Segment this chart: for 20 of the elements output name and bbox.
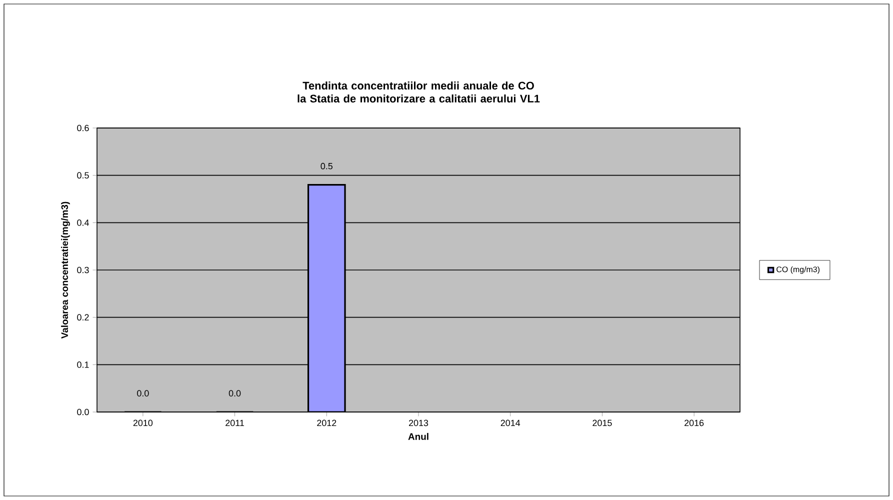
- data-label: 0.0: [228, 390, 241, 396]
- x-tick-label: 2016: [684, 420, 704, 426]
- chart-title: Tendinta concentratiilor medii anuale de CO la Statia de monitorizare a calitatii aerului VL1: [298, 82, 540, 103]
- y-tick-label: 0.5: [77, 172, 89, 179]
- y-tick-label: 0.1: [77, 361, 89, 368]
- x-tick-label: 2011: [226, 420, 244, 426]
- x-tick-label: 2014: [500, 420, 520, 426]
- data-label: 0.0: [137, 390, 149, 396]
- x-tick-label: 2010: [133, 420, 153, 426]
- y-axis-title: Valoarea concentratiei(mg/m3): [61, 202, 70, 339]
- x-tick-label: 2015: [592, 420, 612, 426]
- x-tick-label: 2012: [317, 420, 336, 426]
- y-tick-label: 0.3: [77, 266, 89, 274]
- x-axis-title: Anul: [408, 432, 428, 440]
- y-tick-label: 0.6: [77, 124, 89, 132]
- y-tick-label: 0.0: [77, 408, 89, 416]
- data-label: 0.5: [320, 162, 332, 170]
- x-tick-label: 2013: [408, 420, 428, 426]
- y-tick-label: 0.2: [77, 314, 89, 321]
- y-tick-label: 0.4: [77, 219, 89, 226]
